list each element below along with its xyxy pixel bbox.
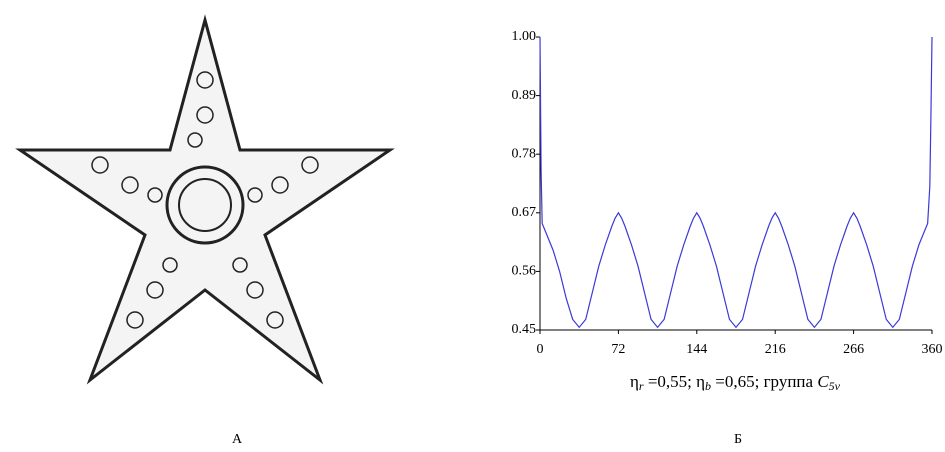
starfish-center-inner	[178, 178, 232, 232]
data-line	[539, 36, 933, 329]
x-tick-label: 72	[611, 342, 625, 357]
caption-part: b	[705, 379, 711, 393]
caption-part: η	[630, 372, 639, 391]
y-tick-label: 0.67	[512, 205, 537, 220]
caption-part: C	[817, 372, 829, 391]
panel-label: А	[232, 432, 243, 447]
x-tick-label: 216	[765, 342, 786, 357]
y-tick-label: 0.56	[512, 264, 537, 279]
starfish-tubes	[91, 71, 319, 329]
panel-label: Б	[734, 432, 742, 447]
y-tick-label: 0.45	[512, 322, 537, 337]
x-tick-label: 144	[686, 342, 707, 357]
caption-part: 5v	[829, 379, 841, 393]
x-tick-label: 266	[843, 342, 864, 357]
caption-part: =0,65; группа	[711, 372, 817, 391]
y-tick-label: 0.89	[512, 88, 537, 103]
starfish-body	[15, 14, 395, 385]
caption-part: =0,55; η	[644, 372, 705, 391]
x-tick-label: 0	[537, 342, 544, 357]
caption-part: r	[639, 379, 644, 393]
caption: ηr =0,55; ηb =0,65; группа C5v	[630, 372, 841, 393]
y-tick-label: 1.00	[512, 29, 537, 44]
starfish-center	[165, 165, 245, 245]
starfish-drawing	[15, 14, 395, 385]
x-tick-label: 360	[922, 342, 943, 357]
y-tick-label: 0.78	[512, 146, 537, 161]
